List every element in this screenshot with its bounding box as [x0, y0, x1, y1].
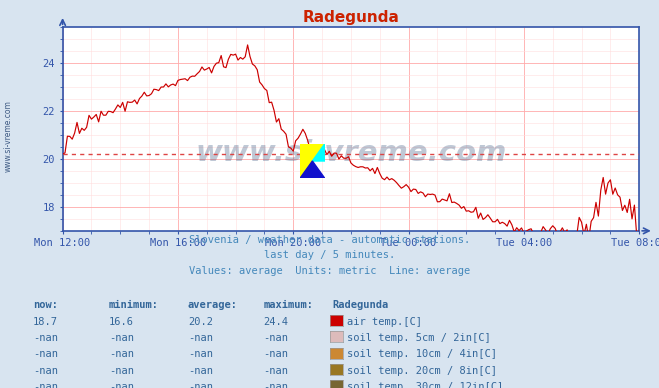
Polygon shape [300, 144, 325, 178]
Text: soil temp. 30cm / 12in[C]: soil temp. 30cm / 12in[C] [347, 382, 503, 388]
Text: 16.6: 16.6 [109, 317, 134, 327]
Text: -nan: -nan [188, 365, 213, 376]
Text: -nan: -nan [33, 333, 58, 343]
Text: Values: average  Units: metric  Line: average: Values: average Units: metric Line: aver… [189, 265, 470, 275]
Text: 24.4: 24.4 [264, 317, 289, 327]
Text: -nan: -nan [264, 349, 289, 359]
Text: Slovenia / weather data - automatic stations.: Slovenia / weather data - automatic stat… [189, 234, 470, 244]
Text: -nan: -nan [188, 382, 213, 388]
Text: soil temp. 5cm / 2in[C]: soil temp. 5cm / 2in[C] [347, 333, 491, 343]
Text: soil temp. 10cm / 4in[C]: soil temp. 10cm / 4in[C] [347, 349, 498, 359]
Text: -nan: -nan [33, 349, 58, 359]
Polygon shape [300, 161, 325, 178]
Text: soil temp. 20cm / 8in[C]: soil temp. 20cm / 8in[C] [347, 365, 498, 376]
Text: -nan: -nan [188, 333, 213, 343]
Text: www.si-vreme.com: www.si-vreme.com [3, 100, 13, 172]
Text: Radegunda: Radegunda [333, 300, 389, 310]
Text: -nan: -nan [109, 349, 134, 359]
Text: -nan: -nan [109, 382, 134, 388]
Text: -nan: -nan [33, 365, 58, 376]
Text: now:: now: [33, 300, 58, 310]
Text: -nan: -nan [33, 382, 58, 388]
Text: last day / 5 minutes.: last day / 5 minutes. [264, 250, 395, 260]
Text: minimum:: minimum: [109, 300, 159, 310]
Text: maximum:: maximum: [264, 300, 314, 310]
Text: 20.2: 20.2 [188, 317, 213, 327]
Text: air temp.[C]: air temp.[C] [347, 317, 422, 327]
Text: -nan: -nan [109, 333, 134, 343]
Text: 18.7: 18.7 [33, 317, 58, 327]
Polygon shape [312, 144, 325, 161]
Text: www.si-vreme.com: www.si-vreme.com [195, 139, 507, 168]
Text: -nan: -nan [264, 333, 289, 343]
Text: -nan: -nan [109, 365, 134, 376]
Text: -nan: -nan [264, 365, 289, 376]
Text: -nan: -nan [188, 349, 213, 359]
Text: -nan: -nan [264, 382, 289, 388]
Title: Radegunda: Radegunda [302, 10, 399, 24]
Text: average:: average: [188, 300, 238, 310]
